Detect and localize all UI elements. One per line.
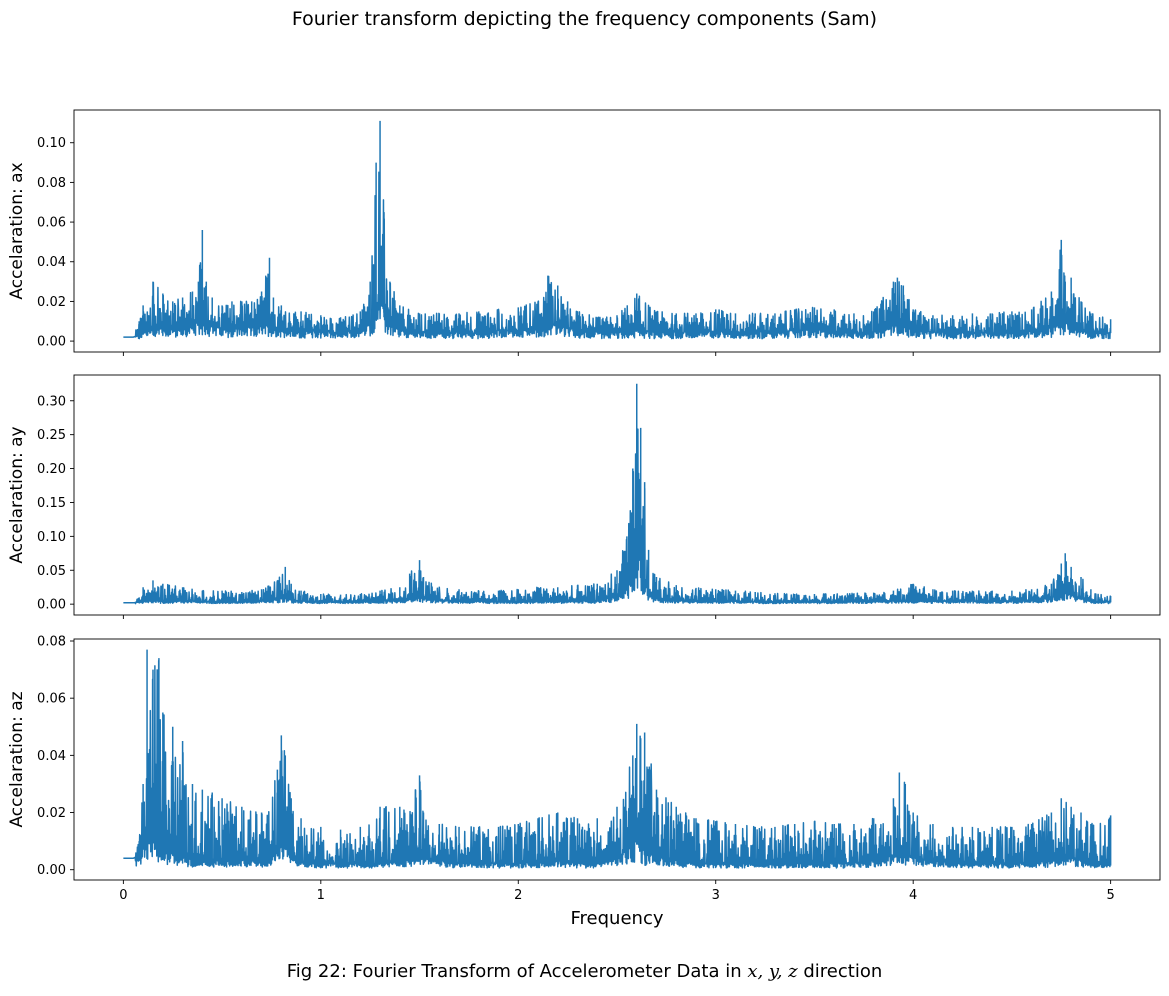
figure-title: Fourier transform depicting the frequenc… — [291, 8, 878, 30]
axes-frame — [73, 638, 1161, 881]
figure-caption: Fig 22: Fourier Transform of Acceleromet… — [0, 961, 1169, 982]
y-tick-label: 0.04 — [37, 255, 66, 270]
panel-ax: 0.00 0.02 0.04 0.06 0.08 0.10 Accelaration: ax — [7, 109, 1161, 356]
panel-az: 0.00 0.02 0.04 0.06 0.08 0 1 2 3 4 5 Accelaration: … — [7, 635, 1161, 929]
series-line — [122, 383, 1112, 605]
panel-ay: 0.00 0.05 0.10 0.15 0.20 0.25 0.30 Accelaration… — [7, 374, 1161, 619]
series-line — [122, 649, 1112, 869]
axes-frame — [73, 109, 1161, 353]
x-axis-label: Frequency — [571, 908, 664, 929]
y-tick-label: 0.08 — [37, 635, 66, 650]
x-tick-label: 5 — [1106, 888, 1114, 903]
y-tick-label: 0.00 — [37, 598, 66, 613]
y-tick-label: 0.10 — [37, 530, 66, 545]
x-tick-label: 1 — [317, 888, 325, 903]
y-tick-label: 0.02 — [37, 806, 66, 821]
y-axis-label: Accelaration: az — [7, 691, 27, 827]
y-tick-label: 0.10 — [37, 136, 66, 151]
axes-frame — [73, 374, 1161, 616]
y-tick-label: 0.25 — [37, 428, 66, 443]
y-tick-label: 0.30 — [37, 394, 66, 409]
caption-vars: x, y, z — [747, 961, 798, 982]
y-tick-label: 0.00 — [37, 335, 66, 350]
y-tick-label: 0.06 — [37, 216, 66, 231]
x-tick-label: 0 — [119, 888, 127, 903]
y-tick-label: 0.20 — [37, 462, 66, 477]
y-tick-label: 0.08 — [37, 176, 66, 191]
x-tick-label: 3 — [712, 888, 720, 903]
y-axis-label: Accelaration: ay — [7, 426, 27, 563]
series-line — [122, 120, 1112, 340]
y-tick-label: 0.02 — [37, 295, 66, 310]
y-tick-label: 0.06 — [37, 692, 66, 707]
caption-prefix: Fig 22: Fourier Transform of Acceleromet… — [286, 961, 748, 982]
x-tick-label: 2 — [514, 888, 522, 903]
y-tick-label: 0.04 — [37, 749, 66, 764]
y-tick-label: 0.15 — [37, 496, 66, 511]
caption-suffix: direction — [797, 961, 883, 982]
y-tick-label: 0.05 — [37, 564, 66, 579]
y-tick-label: 0.00 — [37, 863, 66, 878]
x-tick-label: 4 — [909, 888, 917, 903]
y-axis-label: Accelaration: ax — [7, 162, 27, 299]
